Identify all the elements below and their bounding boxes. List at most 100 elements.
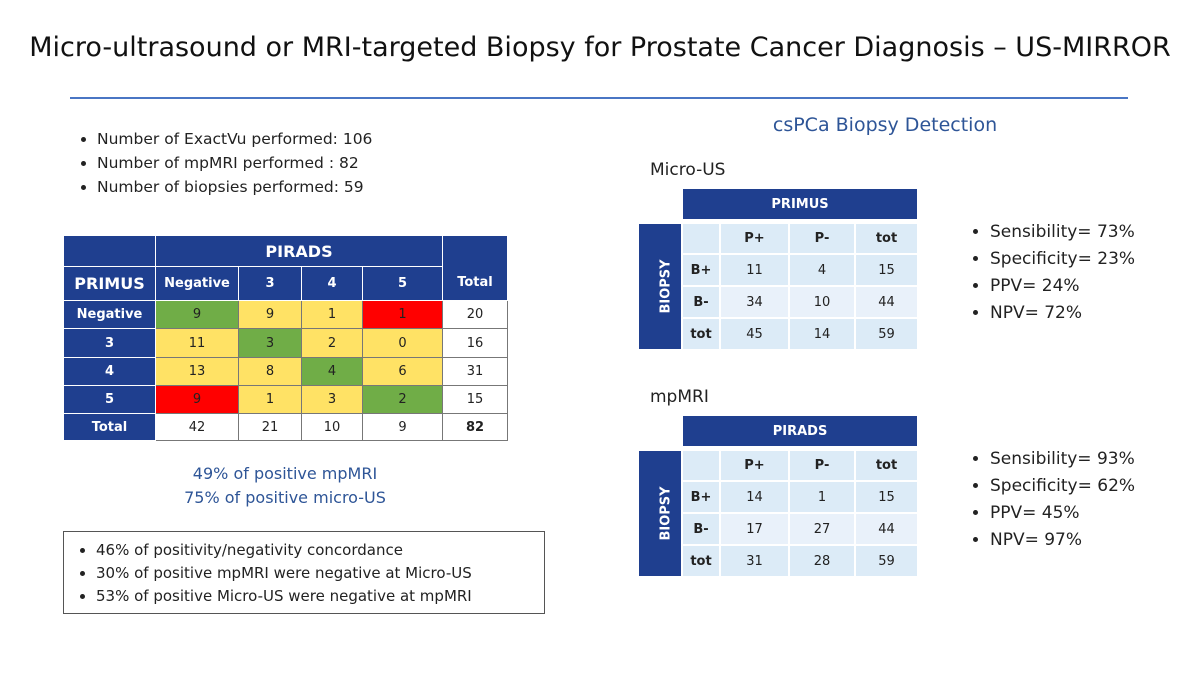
table-cell: 21 [238, 413, 302, 441]
table-cell: 2 [362, 385, 443, 414]
column-header: P+ [719, 222, 790, 255]
summary-box: 46% of positivity/negativity concordance… [63, 531, 545, 614]
table-cell: 10 [788, 285, 856, 319]
panel-label: Micro-US [650, 160, 726, 180]
side-header: BIOPSY [637, 222, 683, 351]
column-header: 4 [301, 266, 363, 301]
table-cell: 27 [788, 512, 856, 546]
group-header: PIRADS [680, 414, 920, 448]
blank-cell [681, 222, 721, 255]
table-row: B- 17 27 44 [638, 512, 920, 546]
header-row: PIRADS Total [63, 235, 508, 301]
table-row: 5 9 1 3 2 15 [63, 385, 508, 414]
column-row: BIOPSY P+ P-tot [637, 449, 920, 578]
table-cell: 10 [301, 413, 363, 441]
table-cell: 1 [362, 300, 443, 329]
metric: Sensibility= 73% [990, 219, 1135, 246]
column-header: P+ [719, 449, 790, 482]
table-cell: 4 [301, 357, 363, 386]
row-header: Negative [63, 300, 156, 329]
header-cell: Total [442, 235, 508, 301]
detection-title: csPCa Biopsy Detection [772, 114, 998, 136]
metric: PPV= 24% [990, 273, 1135, 300]
divider [70, 97, 1128, 99]
side-header: BIOPSY [637, 449, 683, 578]
column-header: tot [853, 449, 920, 482]
table-row: B+ 14 1 15 [638, 480, 920, 514]
header-cell [63, 235, 156, 267]
metric: Sensibility= 93% [990, 446, 1135, 473]
table-cell: 8 [238, 357, 302, 386]
contingency-table: PIRADS BIOPSY P+ P-tot B+ 14 1 15 B- 17 27 44 tot 31 2… [637, 414, 920, 578]
table-cell: 3 [301, 385, 363, 414]
table-cell: 3 [238, 328, 302, 358]
table-cell: 44 [853, 285, 920, 319]
group-row: PRIMUS [637, 187, 920, 221]
table-cell: 42 [155, 413, 239, 441]
table-row: tot 31 28 59 [638, 544, 920, 578]
table-cell: 59 [853, 317, 920, 351]
table-cell: 1 [238, 385, 302, 414]
table-row: Negative 9 9 1 1 20 [63, 300, 508, 329]
panel-label: mpMRI [650, 387, 709, 407]
row-header: Total [63, 413, 156, 441]
table-cell: 31 [719, 544, 790, 578]
column-header: Negative [155, 266, 239, 301]
row-header: B- [681, 285, 721, 319]
summary-item: 53% of positive Micro-US were negative a… [96, 585, 544, 608]
table-cell: 44 [853, 512, 920, 546]
table-cell: 59 [853, 544, 920, 578]
row-header: B+ [681, 480, 721, 514]
table-cell: 9 [155, 385, 239, 414]
table-cell: 9 [362, 413, 443, 441]
side-label: BIOPSY [658, 486, 674, 541]
corner-label: PRIMUS [63, 266, 156, 301]
row-header: tot [681, 544, 721, 578]
side-label: BIOPSY [658, 259, 674, 314]
table-row: tot 45 14 59 [638, 317, 920, 351]
metric: NPV= 72% [990, 300, 1135, 327]
table-cell: 31 [442, 357, 508, 386]
table-cell: 11 [155, 328, 239, 358]
summary-item: 46% of positivity/negativity concordance [96, 539, 544, 562]
column-header: tot [853, 222, 920, 255]
table-row: Total 42 21 10 9 82 [63, 413, 508, 441]
table-row: 3 11 3 2 0 16 [63, 328, 508, 358]
metric: Specificity= 62% [990, 473, 1135, 500]
table-cell: 9 [155, 300, 239, 329]
metric: NPV= 97% [990, 527, 1135, 554]
group-header: PIRADS [155, 235, 443, 267]
table-cell: 20 [442, 300, 508, 329]
row-header: B+ [681, 253, 721, 287]
metric: PPV= 45% [990, 500, 1135, 527]
table-cell: 1 [301, 300, 363, 329]
table-row: B+ 11 4 15 [638, 253, 920, 287]
table-cell: 13 [155, 357, 239, 386]
table-cell: 1 [788, 480, 856, 514]
column-header: P- [788, 449, 856, 482]
row-header: 4 [63, 357, 156, 386]
table-cell: 45 [719, 317, 790, 351]
table-cell: 2 [301, 328, 363, 358]
metrics-list: Sensibility= 93%Specificity= 62%PPV= 45%… [968, 446, 1135, 554]
metrics-list: Sensibility= 73%Specificity= 23%PPV= 24%… [968, 219, 1135, 327]
group-row: PIRADS [637, 414, 920, 448]
table-cell: 6 [362, 357, 443, 386]
stat-item: Number of biopsies performed: 59 [97, 175, 372, 199]
table-cell: 14 [719, 480, 790, 514]
column-row: BIOPSY P+ P-tot [637, 222, 920, 351]
contingency-table: PRIMUS BIOPSY P+ P-tot B+ 11 4 15 B- 34 10 44 tot 45 1… [637, 187, 920, 351]
stat-item: Number of ExactVu performed: 106 [97, 127, 372, 151]
stat-item: Number of mpMRI performed : 82 [97, 151, 372, 175]
summary-item: 30% of positive mpMRI were negative at M… [96, 562, 544, 585]
note: 75% of positive micro-US [184, 488, 386, 507]
summary-list: 46% of positivity/negativity concordance… [74, 539, 544, 608]
slide-title: Micro-ultrasound or MRI-targeted Biopsy … [29, 32, 1171, 63]
column-header: 5 [362, 266, 443, 301]
table-cell: 0 [362, 328, 443, 358]
pirads-table: PIRADS Total PRIMUS Negative 3 4 5 Negative 9 9 1 1… [63, 235, 508, 441]
stats-list: Number of ExactVu performed: 106Number o… [75, 127, 372, 199]
row-header: B- [681, 512, 721, 546]
table-cell: 17 [719, 512, 790, 546]
